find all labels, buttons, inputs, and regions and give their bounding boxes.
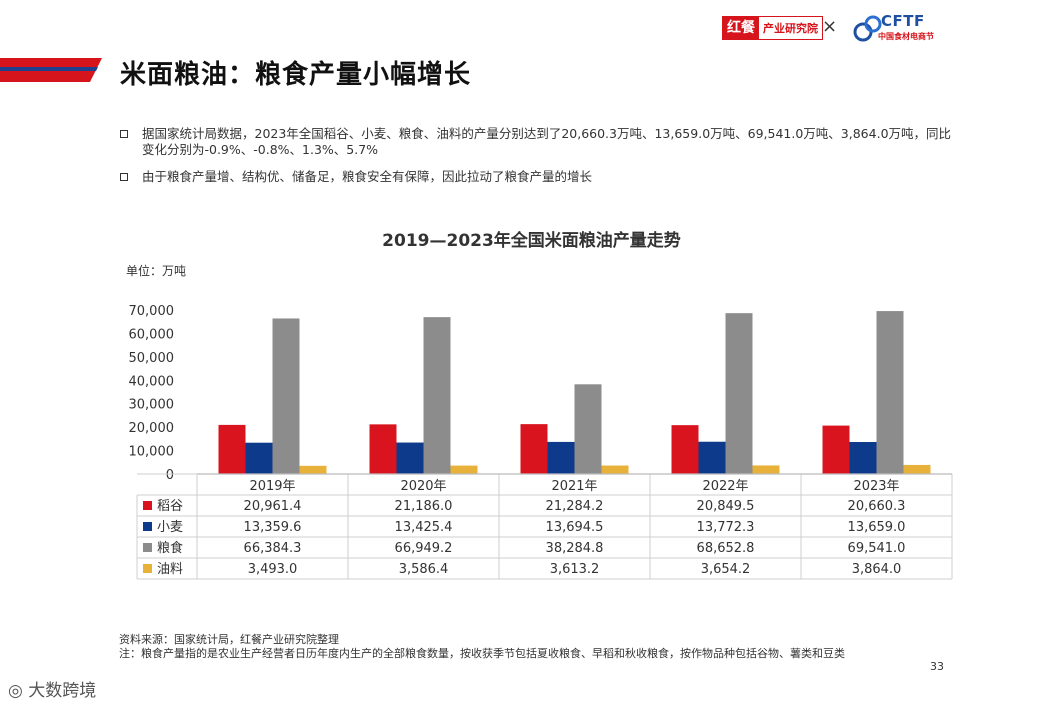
- y-tick-label: 40,000: [129, 374, 175, 389]
- data-label: 13,425.4: [395, 520, 453, 535]
- data-label: 69,541.0: [848, 541, 906, 556]
- data-label: 3,864.0: [852, 562, 902, 577]
- legend-swatch-油料: [143, 564, 152, 573]
- bar-稻谷: [520, 424, 548, 474]
- data-label: 20,660.3: [848, 499, 906, 514]
- data-label: 3,493.0: [248, 562, 298, 577]
- data-label: 3,613.2: [550, 562, 600, 577]
- unit-label: 单位：万吨: [126, 264, 187, 278]
- y-tick-label: 30,000: [129, 398, 175, 413]
- data-label: 21,186.0: [395, 499, 453, 514]
- data-label: 21,284.2: [546, 499, 604, 514]
- bar-粮食: [725, 313, 753, 474]
- bar-油料: [601, 465, 629, 474]
- source-text: 资料来源：国家统计局，红餐产业研究院整理: [119, 633, 339, 646]
- y-tick-label: 50,000: [129, 351, 175, 366]
- bullet-text: 据国家统计局数据，2023年全国稻谷、小麦、粮食、油料的产量分别达到了20,66…: [142, 126, 952, 157]
- data-label: 3,654.2: [701, 562, 751, 577]
- footnote-text: 注：粮食产量指的是农业生产经营者日历年度内生产的全部粮食数量，按收获季节包括夏收…: [119, 647, 845, 660]
- y-tick-label: 0: [166, 468, 174, 483]
- data-label: 13,659.0: [848, 520, 906, 535]
- x-tick-label: 2019年: [249, 479, 295, 494]
- bar-粮食: [876, 311, 904, 474]
- data-label: 20,849.5: [697, 499, 755, 514]
- brand-separator: ×: [822, 16, 838, 37]
- source-note: 资料来源：国家统计局，红餐产业研究院整理 注：粮食产量指的是农业生产经营者日历年…: [119, 633, 919, 661]
- x-tick-label: 2023年: [853, 479, 899, 494]
- data-label: 68,652.8: [697, 541, 755, 556]
- bullet-square-icon: [120, 173, 128, 181]
- legend-swatch-小麦: [143, 522, 152, 531]
- bar-粮食: [574, 384, 602, 474]
- cftf-logo-subtitle: 中国食材电商节: [878, 32, 934, 41]
- legend-label: 粮食: [157, 540, 183, 556]
- bar-稻谷: [822, 425, 850, 474]
- bar-小麦: [547, 441, 575, 474]
- bar-粮食: [272, 318, 300, 474]
- page-title: 米面粮油：粮食产量小幅增长: [120, 60, 472, 90]
- x-tick-label: 2022年: [702, 479, 748, 494]
- legend-label: 油料: [157, 562, 183, 577]
- data-label: 38,284.8: [546, 541, 604, 556]
- bar-油料: [299, 465, 327, 474]
- bullet-square-icon: [120, 130, 128, 138]
- bar-稻谷: [369, 424, 397, 474]
- bar-小麦: [396, 442, 424, 474]
- cftf-logo-text: CFTF: [881, 12, 925, 30]
- hongcan-logo: 红餐 产业研究院: [722, 16, 823, 40]
- data-label: 3,586.4: [399, 562, 449, 577]
- watermark-brand: ◎ 大数跨境: [8, 676, 96, 701]
- bar-小麦: [698, 441, 726, 474]
- watermark-logo-icon: ◎: [8, 681, 23, 701]
- bar-油料: [752, 465, 780, 474]
- legend-label: 稻谷: [157, 499, 183, 514]
- data-label: 20,961.4: [244, 499, 302, 514]
- data-label: 66,384.3: [244, 541, 302, 556]
- y-tick-label: 60,000: [129, 327, 175, 342]
- x-tick-label: 2020年: [400, 479, 446, 494]
- legend-swatch-稻谷: [143, 501, 152, 510]
- bar-稻谷: [671, 425, 699, 474]
- data-label: 13,359.6: [244, 520, 302, 535]
- y-tick-label: 20,000: [129, 421, 175, 436]
- bar-稻谷: [218, 424, 246, 474]
- bar-小麦: [849, 441, 877, 474]
- watermark-brand-text: 大数跨境: [28, 681, 97, 701]
- y-tick-label: 70,000: [129, 304, 175, 319]
- bar-油料: [903, 464, 931, 474]
- cftf-logo-icon: [853, 15, 882, 42]
- hongcan-logo-mark: 红餐: [723, 17, 759, 39]
- bullet-text: 由于粮食产量增、结构优、储备足，粮食安全有保障，因此拉动了粮食产量的增长: [142, 169, 593, 184]
- y-tick-label: 10,000: [129, 445, 175, 460]
- page-number: 33: [930, 660, 944, 673]
- bar-粮食: [423, 317, 451, 474]
- legend-label: 小麦: [157, 520, 183, 535]
- bar-小麦: [245, 442, 273, 474]
- bar-油料: [450, 465, 478, 474]
- x-tick-label: 2021年: [551, 479, 597, 494]
- legend-swatch-粮食: [143, 543, 152, 552]
- header-stripe: [0, 58, 102, 82]
- data-label: 13,772.3: [697, 520, 755, 535]
- data-label: 66,949.2: [395, 541, 453, 556]
- chart-title: 2019—2023年全国米面粮油产量走势: [382, 231, 681, 251]
- hongcan-logo-text: 产业研究院: [763, 22, 818, 35]
- data-label: 13,694.5: [546, 520, 604, 535]
